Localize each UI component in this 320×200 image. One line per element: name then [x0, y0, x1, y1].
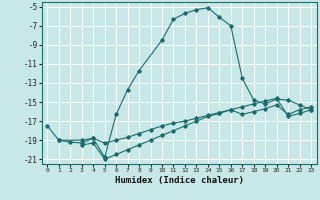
X-axis label: Humidex (Indice chaleur): Humidex (Indice chaleur) [115, 176, 244, 185]
